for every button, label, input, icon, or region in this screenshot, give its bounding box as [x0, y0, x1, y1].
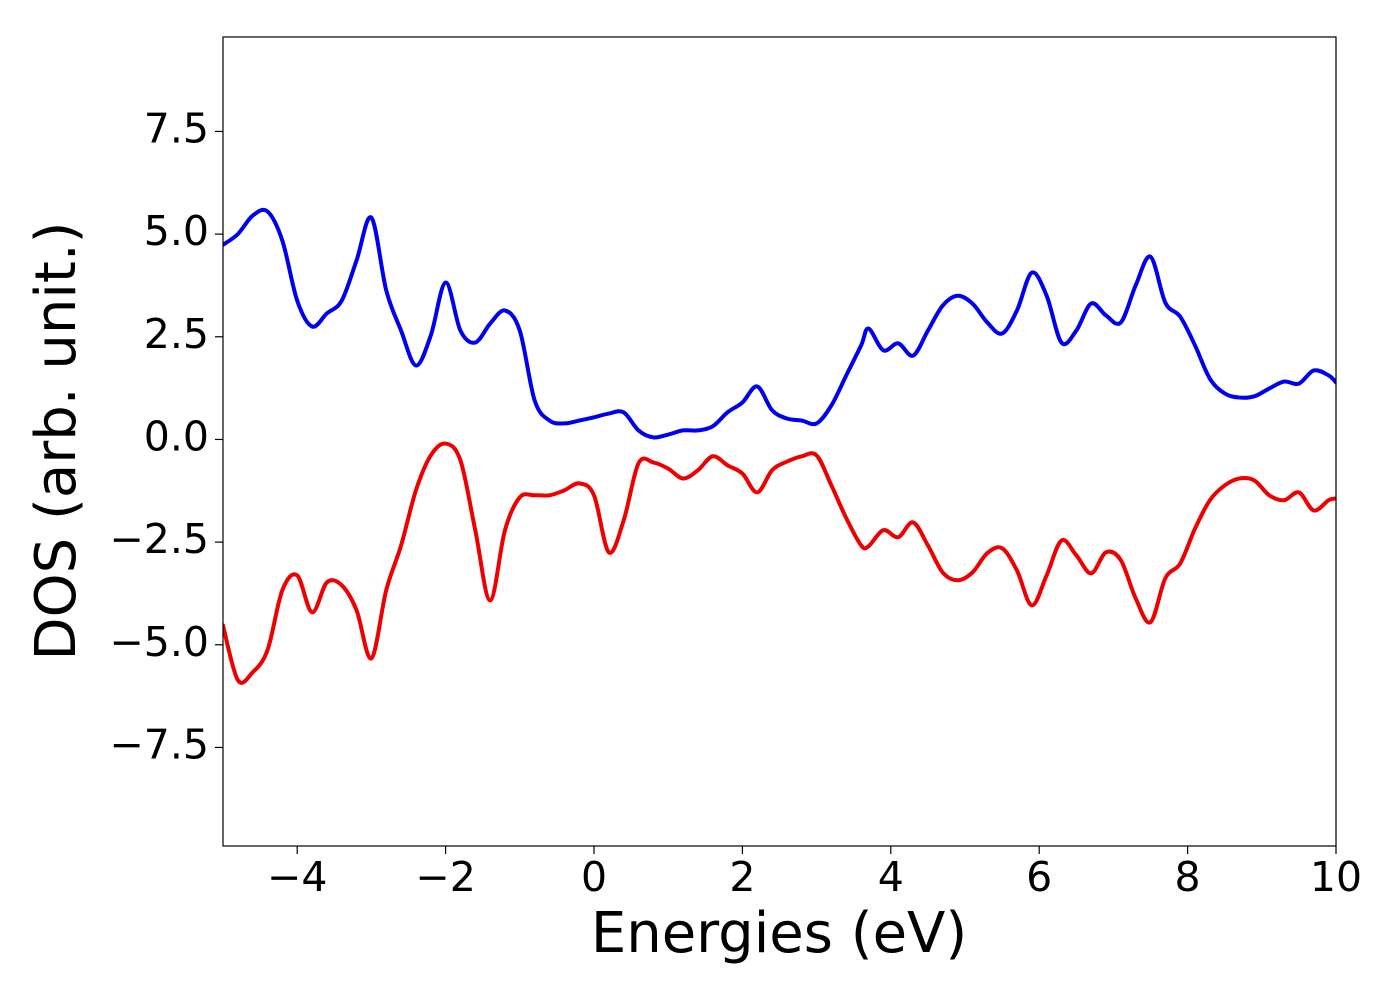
- x-tick-label: −2: [415, 853, 475, 901]
- x-tick-label: 8: [1175, 853, 1201, 901]
- axes-frame: [222, 36, 1337, 847]
- y-tick-label: 7.5: [144, 104, 209, 152]
- y-tick-label: 5.0: [144, 207, 209, 255]
- y-tick-label: −7.5: [109, 720, 209, 768]
- x-tick-label: 2: [729, 853, 755, 901]
- y-tick-label: −2.5: [109, 515, 209, 563]
- series-line: [223, 441, 1336, 685]
- x-tick-label: 0: [581, 853, 607, 901]
- y-axis-label: DOS (arb. unit.): [24, 221, 89, 660]
- x-axis-label: Energies (eV): [591, 901, 967, 966]
- y-tick-label: −5.0: [109, 618, 209, 666]
- series-line: [223, 207, 1336, 440]
- x-tick-label: 6: [1026, 853, 1052, 901]
- y-tick-label: 2.5: [144, 310, 209, 358]
- x-tick-label: 4: [878, 853, 904, 901]
- y-tick-label: 0.0: [144, 412, 209, 460]
- x-tick-label: −4: [267, 853, 327, 901]
- x-tick-label: 10: [1310, 853, 1362, 901]
- plot-area: [223, 207, 1336, 685]
